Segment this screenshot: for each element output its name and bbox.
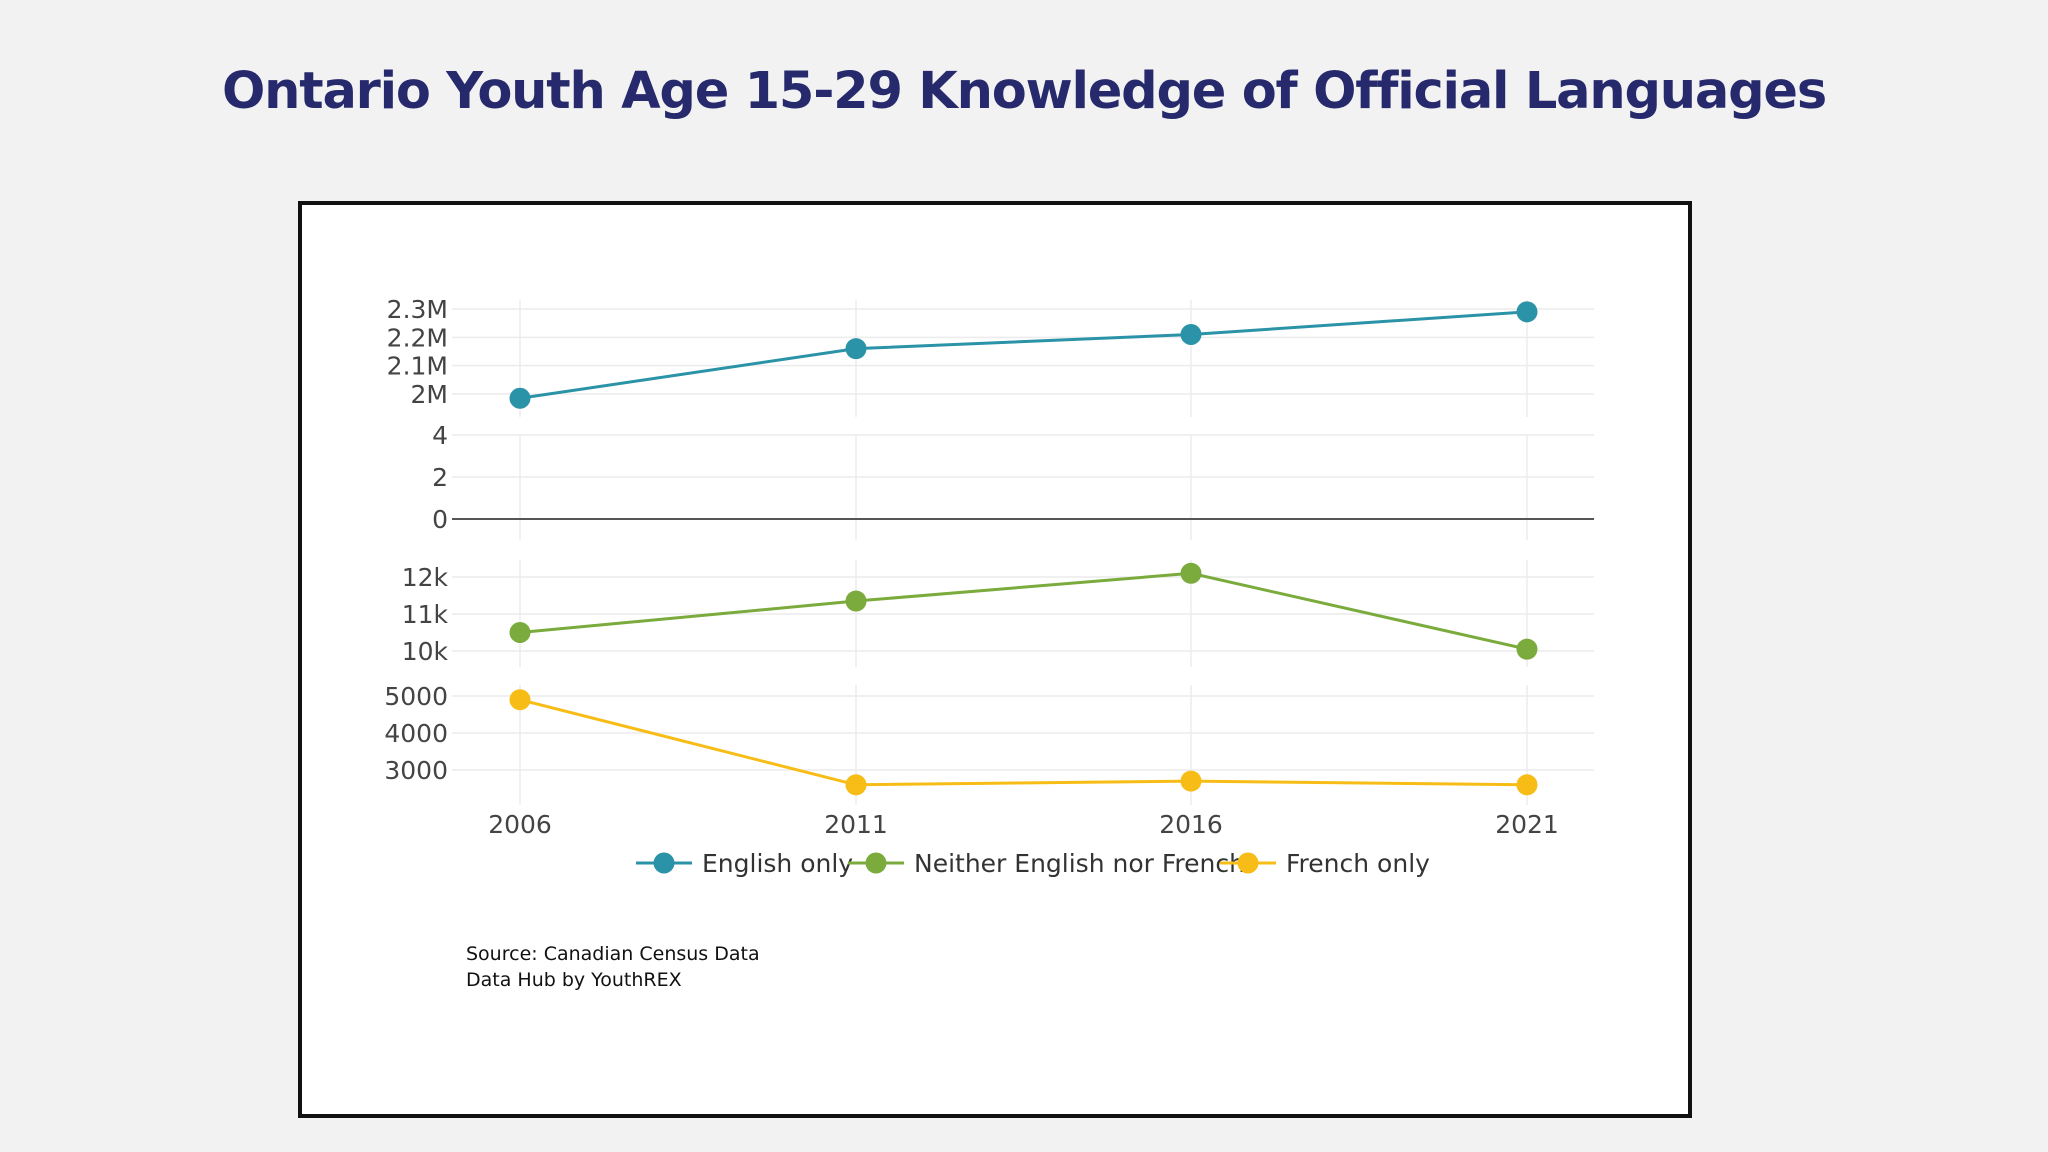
source-line: Source: Canadian Census Data xyxy=(466,943,760,965)
legend-swatch-marker xyxy=(865,852,887,874)
y-tick-label: 2M xyxy=(411,380,448,409)
y-tick-label: 11k xyxy=(402,600,449,629)
data-point xyxy=(845,774,867,796)
y-tick-label: 3000 xyxy=(384,756,448,785)
data-hub-line: Data Hub by YouthREX xyxy=(466,969,682,991)
x-tick-label: 2006 xyxy=(488,810,552,839)
series-line xyxy=(519,571,1528,651)
y-tick-label: 2.2M xyxy=(387,323,448,352)
y-tick-label: 12k xyxy=(402,563,449,592)
data-point xyxy=(1180,562,1202,584)
series-line xyxy=(519,698,1528,787)
y-tick-label: 2.1M xyxy=(387,352,448,381)
y-tick-label: 2.3M xyxy=(387,295,448,324)
data-point xyxy=(509,689,531,711)
y-tick-label: 0 xyxy=(432,505,448,534)
data-point xyxy=(1516,774,1538,796)
data-point xyxy=(1516,301,1538,323)
y-tick-label: 5000 xyxy=(384,682,448,711)
series-line xyxy=(519,310,1528,400)
x-tick-label: 2016 xyxy=(1159,810,1223,839)
chart-frame: 2.3M 2.2M 2.1M 2M 4 2 0 12k 11k 10k 5000 4000 3000 20… xyxy=(298,201,1692,1118)
legend-swatch-marker xyxy=(653,852,675,874)
data-point xyxy=(845,338,867,360)
legend-label: French only xyxy=(1286,849,1430,878)
data-point xyxy=(509,387,531,409)
x-tick-label: 2011 xyxy=(824,810,888,839)
x-tick-label: 2021 xyxy=(1495,810,1559,839)
page-title: Ontario Youth Age 15-29 Knowledge of Off… xyxy=(222,62,1827,121)
legend-swatch-marker xyxy=(1237,852,1259,874)
data-point xyxy=(1516,638,1538,660)
data-point xyxy=(1180,324,1202,345)
legend-label: Neither English nor French xyxy=(914,849,1245,878)
legend-label: English only xyxy=(702,849,853,878)
y-tick-label: 4000 xyxy=(384,719,448,748)
data-point xyxy=(509,622,531,643)
source-note: Source: Canadian Census Data Data Hub by… xyxy=(466,941,760,993)
y-tick-label: 10k xyxy=(402,637,449,666)
y-tick-label: 2 xyxy=(432,463,448,492)
data-point xyxy=(845,590,867,612)
y-tick-label: 4 xyxy=(432,421,448,450)
data-point xyxy=(1180,770,1202,792)
